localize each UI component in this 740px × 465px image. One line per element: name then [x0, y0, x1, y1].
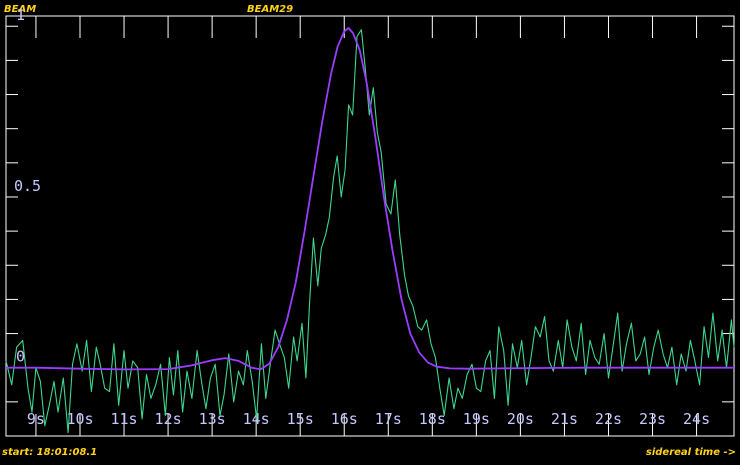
x-tick-label: 16s — [331, 410, 358, 428]
x-tick-label: 22s — [595, 410, 622, 428]
x-tick-label: 10s — [66, 410, 93, 428]
series-layer — [5, 27, 735, 434]
x-tick-label: 17s — [375, 410, 402, 428]
y-tick-label: 1 — [16, 6, 25, 24]
plot-border — [5, 15, 735, 437]
x-tick-label: 21s — [551, 410, 578, 428]
beam-id-label: BEAM29 — [247, 4, 294, 15]
x-tick-label: 19s — [463, 410, 490, 428]
fit-curve-line — [6, 27, 734, 371]
x-tick-label: 15s — [287, 410, 314, 428]
x-tick-label: 12s — [155, 410, 182, 428]
x-tick-label: 9s — [27, 410, 45, 428]
plot-frame — [5, 15, 735, 437]
data-series-line — [5, 29, 735, 434]
x-tick-label: 11s — [110, 410, 137, 428]
axis-tick-labels: 9s 10s 11s 12s 13s 14s 15s 16s 17s 18s 19s 20s 21s 22… — [14, 6, 710, 428]
x-tick-label: 23s — [639, 410, 666, 428]
y-tick-label: 0 — [16, 348, 25, 366]
x-tick-label: 13s — [199, 410, 226, 428]
x-tick-label: 24s — [683, 410, 710, 428]
y-tick-label: 0.5 — [14, 177, 41, 195]
beam-label: BEAM — [4, 4, 37, 15]
x-tick-label: 20s — [507, 410, 534, 428]
start-time-label: start: 18:01:08.1 — [2, 447, 98, 458]
x-tick-label: 18s — [419, 410, 446, 428]
axis-ticks — [6, 16, 734, 436]
sidereal-time-label: sidereal time -> — [645, 447, 736, 458]
